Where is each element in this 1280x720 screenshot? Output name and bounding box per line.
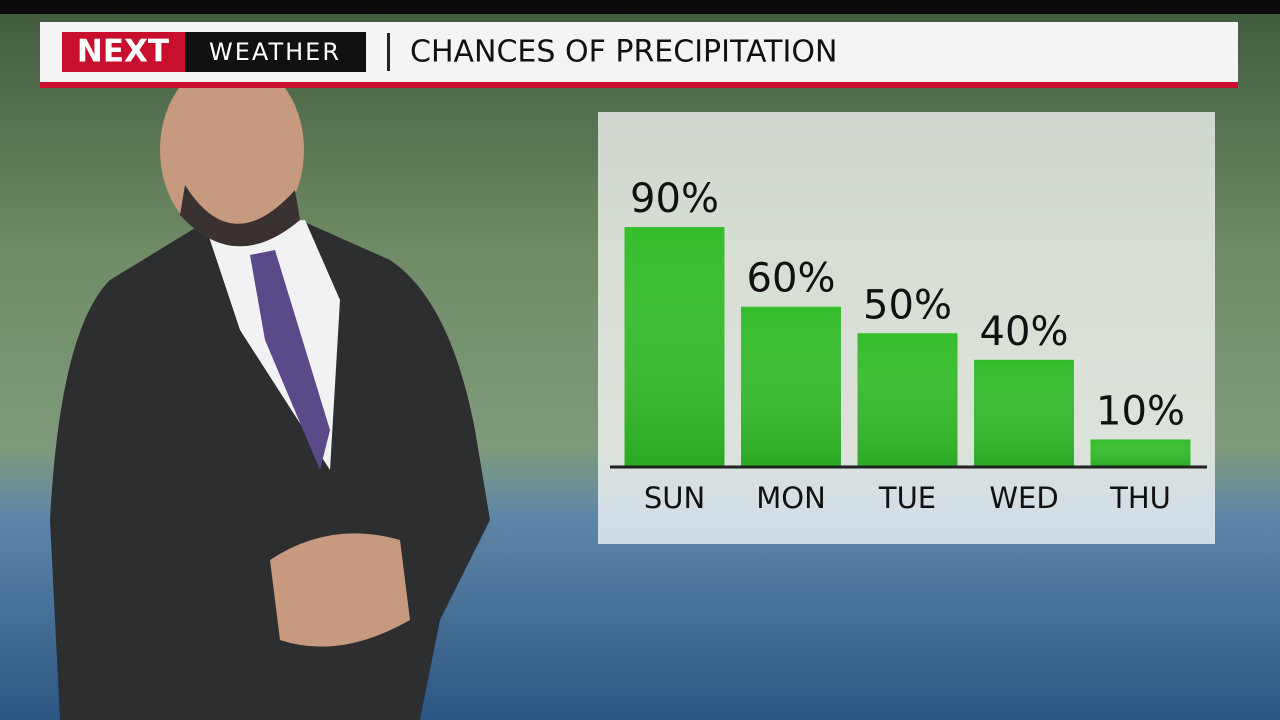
x-tick-label: THU — [1109, 481, 1171, 515]
x-tick-label: WED — [989, 481, 1058, 515]
brand-box — [185, 32, 366, 72]
x-tick-label: MON — [756, 481, 826, 515]
divider — [387, 33, 390, 71]
plot: 90% SUN 60% MON 50% TUE 40% WED 10% THU — [624, 176, 1191, 515]
value-label: 50% — [863, 282, 952, 328]
x-tick-label: TUE — [878, 481, 936, 515]
presenter — [50, 58, 490, 720]
value-label: 60% — [747, 256, 836, 302]
value-label: 40% — [980, 309, 1069, 355]
bar-shade — [741, 306, 841, 466]
value-label: 10% — [1096, 388, 1185, 434]
brand-text: WEATHER — [209, 38, 341, 66]
value-label: 90% — [630, 176, 719, 222]
bar-shade — [624, 227, 725, 466]
bar-shade — [1090, 439, 1191, 466]
header-stripe — [40, 82, 1238, 88]
chart-title: CHANCES OF PRECIPITATION — [410, 35, 837, 70]
x-tick-label: SUN — [644, 481, 705, 515]
bar-shade — [974, 359, 1074, 466]
top-border — [0, 0, 1280, 14]
bar-shade — [857, 333, 958, 466]
header: NEXT WEATHER CHANCES OF PRECIPITATION — [40, 22, 1238, 88]
logo-box — [62, 32, 185, 72]
logo-text: NEXT — [77, 34, 169, 70]
